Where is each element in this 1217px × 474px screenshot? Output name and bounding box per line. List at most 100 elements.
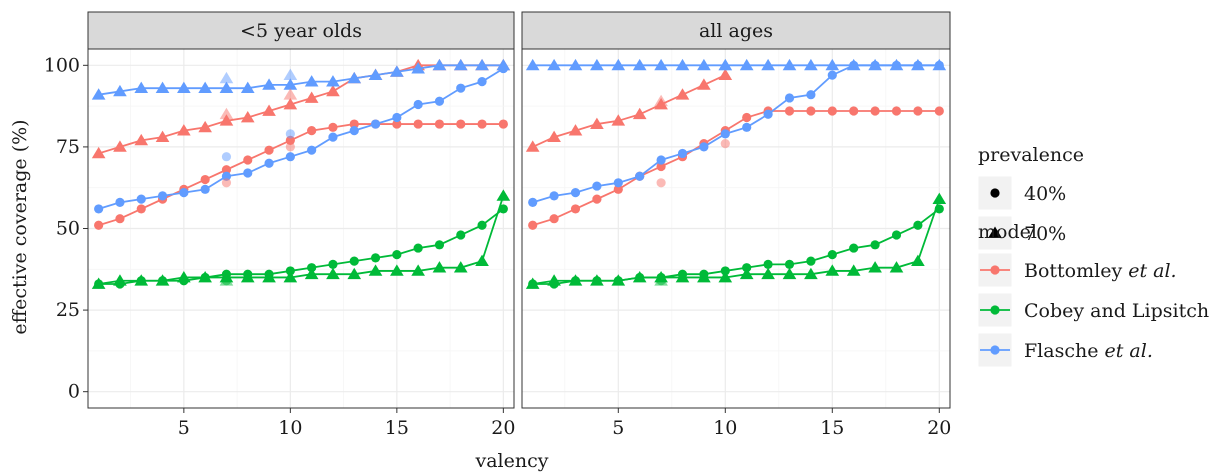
data-point xyxy=(635,171,645,181)
data-point xyxy=(113,140,127,152)
data-point xyxy=(525,140,540,152)
data-point xyxy=(699,142,709,152)
data-point xyxy=(784,106,795,116)
data-point xyxy=(456,119,466,129)
data-point xyxy=(434,96,445,106)
data-point xyxy=(525,277,540,289)
extra-point xyxy=(221,178,232,188)
data-point xyxy=(91,146,106,159)
data-point xyxy=(568,274,583,286)
data-point xyxy=(285,266,295,276)
data-point xyxy=(498,119,508,129)
legend-item-prevalence-40: 40% xyxy=(977,175,1066,211)
x-tick-label: 15 xyxy=(820,417,844,439)
data-point xyxy=(349,125,359,136)
data-point xyxy=(718,270,733,283)
x-tick-label: 5 xyxy=(178,417,190,439)
data-point xyxy=(632,58,647,71)
data-point xyxy=(328,259,338,269)
y-tick-label: 100 xyxy=(44,54,80,76)
data-point xyxy=(782,267,797,280)
data-point xyxy=(283,78,298,90)
data-point xyxy=(326,84,340,97)
data-point xyxy=(477,220,487,230)
data-point xyxy=(262,78,276,90)
data-point xyxy=(456,83,466,93)
data-point xyxy=(157,191,168,201)
data-point xyxy=(806,106,816,116)
data-point xyxy=(307,145,317,155)
data-point xyxy=(806,90,816,100)
y-tick-label: 50 xyxy=(56,218,80,240)
panels-layer: <5 year olds 5 10 15 20 0 25 50 75 100 all ages 5 10… xyxy=(44,11,951,439)
legend-key-symbol xyxy=(988,226,1002,238)
data-point xyxy=(934,106,944,116)
panel-strip-label: <5 year olds xyxy=(240,20,362,42)
data-point xyxy=(763,109,773,119)
legend-item-model-flasche-et-al: Flasche et al. xyxy=(977,332,1153,368)
data-point xyxy=(94,220,104,230)
data-point xyxy=(784,93,795,103)
data-point xyxy=(198,81,212,94)
data-point xyxy=(240,111,255,123)
data-point xyxy=(347,267,362,280)
data-point xyxy=(368,264,383,276)
gridlines xyxy=(88,49,514,408)
data-point xyxy=(804,267,818,280)
data-point xyxy=(913,220,923,230)
data-point xyxy=(304,91,319,103)
panel-strip-label: all ages xyxy=(699,20,773,42)
data-point xyxy=(219,114,234,126)
data-point xyxy=(240,81,255,94)
data-point xyxy=(697,78,711,90)
data-point xyxy=(720,129,730,139)
data-point xyxy=(179,188,189,198)
data-point xyxy=(677,148,688,159)
series-flasche-et-al-70 xyxy=(91,58,511,100)
data-point xyxy=(611,114,626,126)
data-point xyxy=(113,84,127,97)
data-point xyxy=(368,68,383,80)
data-point xyxy=(590,274,604,286)
extra-point xyxy=(654,94,668,107)
data-point xyxy=(870,106,880,116)
data-point xyxy=(496,58,511,71)
data-point xyxy=(547,130,561,142)
data-point xyxy=(347,71,362,84)
data-point xyxy=(262,104,276,116)
data-point xyxy=(264,158,274,168)
panel-5-year-olds: <5 year olds 5 10 15 20 0 25 50 75 100 xyxy=(44,11,515,439)
data-point xyxy=(392,250,402,260)
data-point xyxy=(475,254,489,267)
data-point xyxy=(697,58,711,71)
x-tick-label: 20 xyxy=(927,417,951,439)
extra-point xyxy=(221,152,232,162)
extra-point xyxy=(285,129,295,139)
data-point xyxy=(413,99,423,110)
data-point xyxy=(590,58,604,71)
data-point xyxy=(283,97,298,110)
data-point xyxy=(304,75,319,87)
data-point xyxy=(592,194,602,204)
data-point xyxy=(739,58,754,71)
data-point xyxy=(761,58,775,71)
data-point xyxy=(528,220,538,230)
data-point xyxy=(549,214,559,224)
data-point xyxy=(913,106,923,116)
data-point xyxy=(611,274,626,286)
data-point xyxy=(200,184,210,194)
data-point xyxy=(718,68,733,80)
data-point xyxy=(434,240,445,250)
data-point xyxy=(243,168,253,178)
data-point xyxy=(434,119,445,129)
x-tick-label: 10 xyxy=(713,417,737,439)
extra-point xyxy=(219,71,234,84)
legend-label: Flasche et al. xyxy=(1024,340,1153,362)
data-point xyxy=(136,194,146,204)
data-point xyxy=(932,58,947,71)
data-point xyxy=(155,81,170,94)
series-line xyxy=(532,74,726,148)
legend-label: 40% xyxy=(1024,183,1066,205)
data-point xyxy=(654,58,668,71)
extra-point xyxy=(720,139,730,149)
